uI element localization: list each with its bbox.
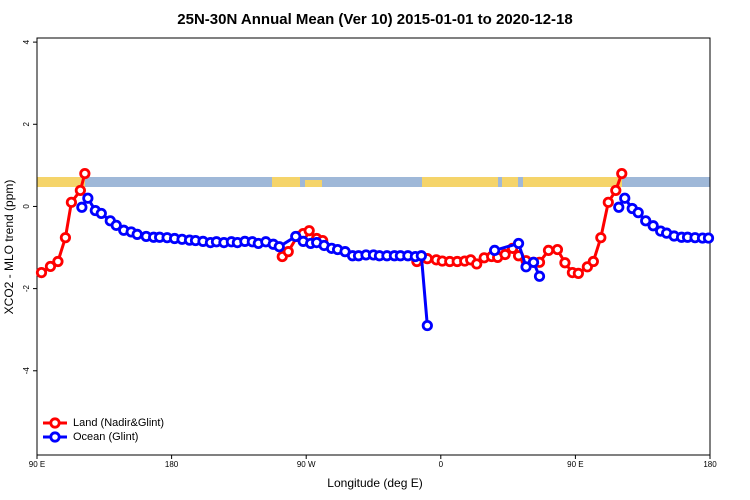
land-strip [272, 177, 300, 187]
data-point [52, 255, 64, 268]
land-strip [37, 177, 85, 187]
data-point [610, 184, 622, 197]
data-point [489, 244, 501, 257]
data-point [44, 260, 57, 273]
legend-label: Land (Nadir&Glint) [73, 417, 164, 429]
data-point [273, 241, 285, 253]
data-point [303, 225, 315, 237]
x-tick-label: 90 W [297, 460, 316, 469]
x-tick-label: 90 E [567, 460, 583, 469]
data-point [542, 244, 555, 257]
data-point [76, 201, 88, 213]
chart-title: 25N-30N Annual Mean (Ver 10) 2015-01-01 … [177, 11, 572, 28]
y-axis-label: XCO2 - MLO trend (ppm) [2, 180, 16, 315]
data-point [471, 258, 483, 270]
data-point [619, 192, 631, 204]
data-point [559, 257, 571, 269]
data-point [59, 232, 72, 244]
land-strip [305, 180, 322, 187]
data-point [512, 237, 525, 250]
plot-frame [36, 37, 711, 456]
land-strip [502, 177, 518, 187]
legend-marker [49, 417, 61, 429]
legend-marker [49, 431, 61, 443]
land-strip [422, 177, 498, 187]
x-tick-label: 180 [703, 460, 717, 469]
data-point [131, 228, 143, 240]
data-point [551, 243, 564, 256]
data-point [65, 196, 77, 208]
data-point [415, 250, 427, 262]
y-tick-label: -2 [22, 285, 31, 293]
data-point [110, 219, 122, 231]
y-tick-label: 4 [22, 39, 31, 44]
data-point [290, 230, 302, 243]
data-point [632, 207, 644, 219]
data-point [533, 270, 546, 282]
data-point [640, 215, 652, 227]
data-point [613, 201, 625, 213]
y-tick-label: 0 [22, 204, 31, 209]
data-point [587, 255, 599, 268]
y-tick-label: 2 [22, 122, 31, 127]
land-strip [523, 177, 622, 187]
data-point [602, 196, 614, 208]
data-point [527, 256, 540, 268]
data-point [572, 267, 584, 280]
ocean-strip [37, 177, 710, 187]
x-tick-label: 90 E [29, 460, 45, 469]
x-axis-label: Longitude (deg E) [327, 476, 422, 490]
data-point [647, 220, 659, 232]
y-tick-label: -4 [22, 367, 31, 375]
data-point [82, 192, 94, 204]
data-point [421, 319, 433, 332]
series-line [80, 195, 709, 326]
legend-label: Ocean (Glint) [73, 431, 138, 443]
data-point [79, 167, 91, 180]
land-mask-strip [37, 177, 710, 187]
data-point [702, 232, 715, 244]
x-tick-label: 0 [439, 460, 444, 469]
data-point [595, 232, 607, 244]
x-tick-label: 180 [165, 460, 179, 469]
data-point [95, 207, 107, 220]
data-point [74, 184, 86, 197]
plot-marks [35, 167, 715, 332]
data-point [499, 248, 511, 261]
data-point [35, 266, 48, 279]
data-point [616, 167, 628, 180]
data-point [282, 246, 294, 258]
